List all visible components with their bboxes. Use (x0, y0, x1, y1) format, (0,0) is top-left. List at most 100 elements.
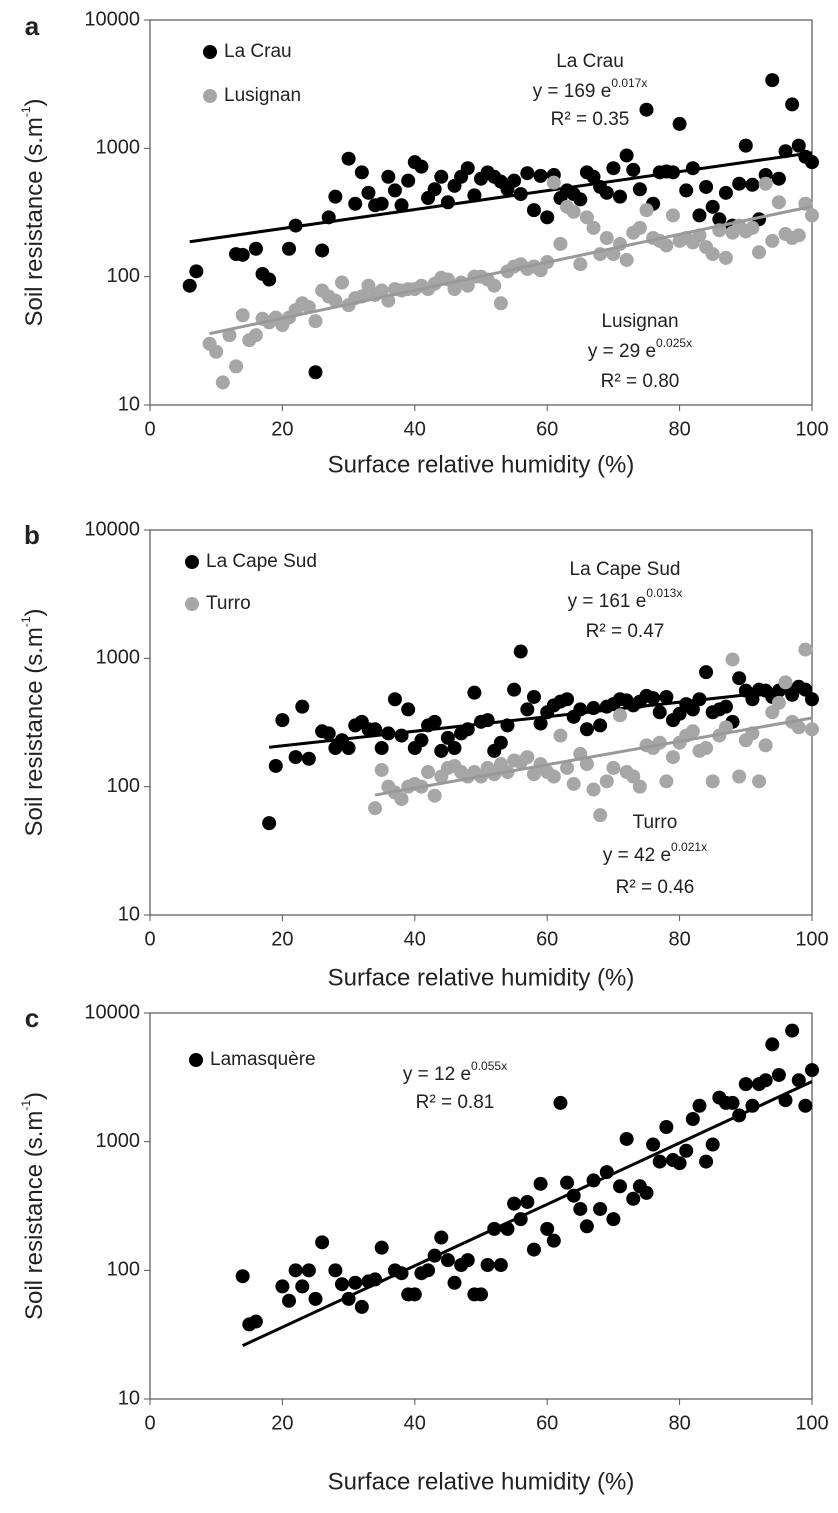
data-point (738, 1077, 753, 1092)
x-tick-label: 100 (795, 928, 828, 950)
data-point (540, 210, 555, 225)
data-point (566, 776, 581, 791)
data-point (354, 165, 369, 180)
data-point (679, 183, 694, 198)
equation-exponent: 0.017x (611, 76, 647, 90)
annotation-equation: y = 161 e0.013x (568, 586, 683, 612)
data-point (791, 228, 806, 243)
data-point (805, 155, 819, 170)
data-point (745, 177, 760, 192)
data-point (440, 195, 455, 210)
data-point (387, 183, 402, 198)
data-point (328, 293, 343, 308)
y-axis-label: Soil resistance (s.m-1) (19, 608, 48, 836)
data-point (229, 359, 244, 374)
data-point (533, 168, 548, 183)
data-point (288, 1263, 303, 1278)
y-axis-label-text: Soil resistance (s.m (21, 627, 48, 836)
data-point (639, 102, 654, 117)
data-point (752, 245, 767, 260)
data-point (460, 1253, 475, 1268)
data-point (467, 188, 482, 203)
data-point (235, 247, 250, 262)
data-point (493, 735, 508, 750)
x-tick-label: 0 (144, 418, 155, 440)
legend-marker (185, 555, 199, 569)
data-point (632, 779, 647, 794)
data-point (752, 774, 767, 789)
data-point (533, 716, 548, 731)
data-point (374, 762, 389, 777)
data-point (593, 718, 608, 733)
x-tick-label: 40 (404, 1412, 426, 1434)
x-tick-label: 20 (271, 928, 293, 950)
data-point (646, 691, 661, 706)
data-point (368, 801, 383, 816)
data-point (520, 166, 535, 181)
data-point (665, 208, 680, 223)
data-point (606, 161, 621, 176)
x-axis-label: Surface relative humidity (%) (328, 1468, 635, 1495)
data-point (738, 138, 753, 153)
data-point (732, 769, 747, 784)
data-point (467, 685, 482, 700)
data-point (507, 682, 522, 697)
annotation-r2: R² = 0.80 (601, 371, 680, 392)
data-point (526, 767, 541, 782)
data-point (209, 344, 224, 359)
data-point (526, 203, 541, 218)
data-point (381, 169, 396, 184)
data-point (480, 1258, 495, 1273)
data-point (334, 1277, 349, 1292)
annotation-title: La Cape Sud (570, 559, 681, 580)
data-point (639, 1185, 654, 1200)
data-point (672, 1156, 687, 1171)
data-point (652, 1154, 667, 1169)
data-point (758, 1073, 773, 1088)
y-tick-label: 10000 (84, 8, 140, 30)
data-point (805, 692, 819, 707)
data-point (718, 185, 733, 200)
data-point (414, 733, 429, 748)
trend-line (242, 1080, 813, 1347)
x-axis-label: Surface relative humidity (%) (328, 964, 635, 991)
data-point (692, 208, 707, 223)
x-tick-label: 20 (271, 1412, 293, 1434)
equation-exponent: 0.055x (471, 1059, 507, 1073)
equation-base: y = 161 e (568, 591, 647, 612)
legend-marker (185, 597, 199, 611)
data-point (791, 720, 806, 735)
y-tick-label: 100 (107, 1259, 140, 1281)
data-point (248, 241, 263, 256)
data-point (301, 751, 316, 766)
data-point (586, 220, 601, 235)
data-point (248, 1314, 263, 1329)
x-tick-label: 60 (536, 928, 558, 950)
data-point (215, 375, 230, 390)
data-point (282, 241, 297, 256)
y-tick-label: 1000 (96, 1130, 141, 1152)
data-point (659, 689, 674, 704)
data-point (520, 750, 535, 765)
data-point (699, 1154, 714, 1169)
x-tick-label: 60 (536, 418, 558, 440)
panel-label: b (24, 520, 40, 550)
data-point (315, 1235, 330, 1250)
data-point (632, 182, 647, 197)
y-tick-label: 10000 (84, 518, 140, 540)
data-point (758, 176, 773, 191)
data-point (626, 162, 641, 177)
x-tick-label: 20 (271, 418, 293, 440)
data-point (573, 257, 588, 272)
data-point (427, 714, 442, 729)
data-point (374, 741, 389, 756)
data-point (586, 169, 601, 184)
data-point (785, 97, 800, 112)
data-point (546, 175, 561, 190)
data-point (348, 1275, 363, 1290)
annotation-r2: R² = 0.81 (416, 1092, 495, 1113)
data-point (599, 774, 614, 789)
data-point (560, 760, 575, 775)
data-point (765, 233, 780, 248)
